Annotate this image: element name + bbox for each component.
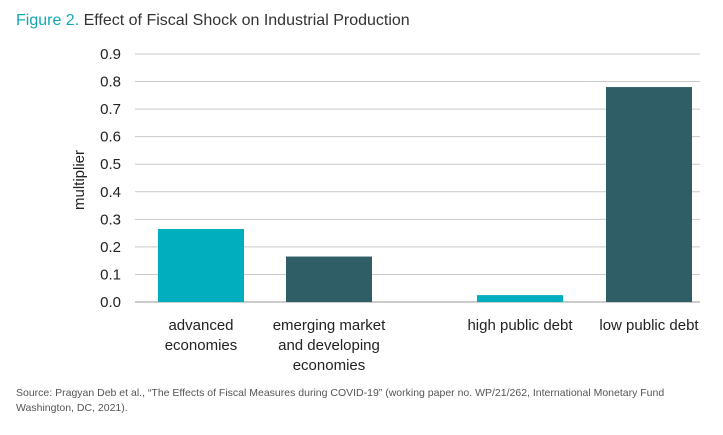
y-tick-label: 0.2 (100, 239, 121, 256)
source-line-1: Source: Pragyan Deb et al., “The Effects… (16, 387, 665, 399)
y-tick-label: 0.4 (100, 184, 121, 201)
y-tick-label: 0.3 (100, 211, 121, 228)
y-tick-label: 0.1 (100, 266, 121, 283)
bars (158, 87, 692, 302)
bar-chart: 0.0 0.1 0.2 0.3 0.4 0.5 0.6 0.7 0.8 0.9 advanced e… (71, 46, 700, 374)
y-axis-ticks: 0.0 0.1 0.2 0.3 0.4 0.5 0.6 0.7 0.8 0.9 (100, 46, 121, 311)
figure-title-text: Effect of Fiscal Shock on Industrial Pro… (83, 12, 410, 29)
y-tick-label: 0.0 (100, 294, 121, 311)
x-category-label: high public debt (467, 317, 573, 334)
bar-3 (606, 87, 692, 302)
figure-label: Figure 2. (16, 12, 80, 29)
y-tick-label: 0.8 (100, 74, 121, 91)
y-tick-label: 0.5 (100, 156, 121, 173)
source-note: Source: Pragyan Deb et al., “The Effects… (16, 386, 716, 416)
x-category-label: low public debt (599, 317, 699, 334)
y-tick-label: 0.9 (100, 46, 121, 63)
y-tick-label: 0.7 (100, 101, 121, 118)
x-category-label: advanced economies (165, 317, 238, 354)
figure-title: Figure 2. Effect of Fiscal Shock on Indu… (16, 12, 410, 30)
x-axis-labels: advanced economies emerging market and deve… (165, 317, 700, 374)
source-line-2: Washington, DC, 2021). (16, 402, 128, 414)
y-tick-label: 0.6 (100, 129, 121, 146)
bar-1 (286, 256, 372, 302)
y-axis-label: multiplier (71, 150, 88, 210)
x-category-label: emerging market and developing economies (273, 317, 386, 374)
bar-0 (158, 228, 244, 302)
bar-2 (477, 295, 563, 302)
